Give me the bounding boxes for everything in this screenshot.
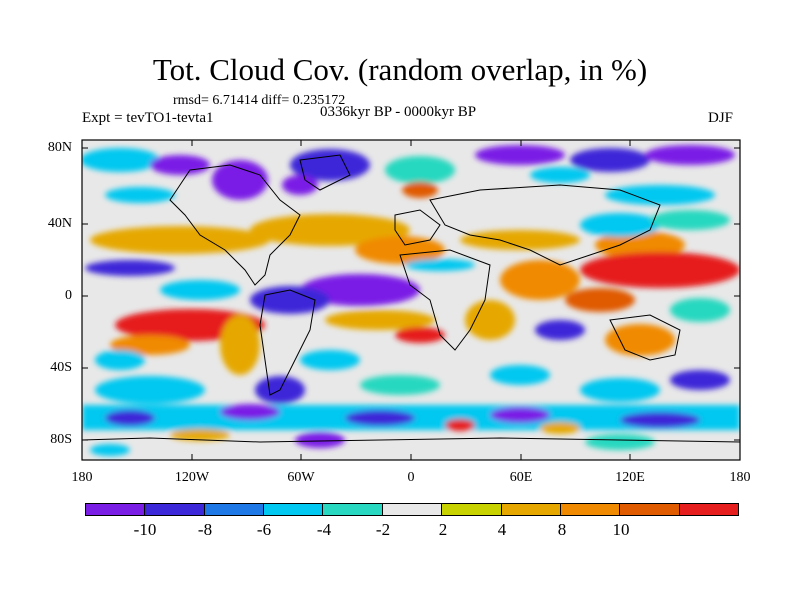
colorbar-swatch xyxy=(264,504,324,515)
map-title: Tot. Cloud Cov. (random overlap, in %) xyxy=(152,52,648,87)
coastlines xyxy=(82,154,740,443)
lon-label-120w: 120W xyxy=(174,470,210,485)
colorbar-swatch xyxy=(501,504,561,515)
period-label: 0336kyr BP - 0000kyr BP xyxy=(320,104,477,120)
lon-label-0: 0 xyxy=(407,470,415,485)
lon-label-180w: 180 xyxy=(71,470,93,485)
colorbar-label-4: 4 xyxy=(497,520,507,539)
colorbar-label-neg2: -2 xyxy=(375,520,391,539)
colorbar-swatch xyxy=(86,504,146,515)
colorbar-swatch xyxy=(679,504,738,515)
colorbar-swatch xyxy=(442,504,502,515)
colorbar-label-neg4: -4 xyxy=(316,520,332,539)
colorbar-swatch xyxy=(560,504,621,515)
lat-label-40s: 40S xyxy=(50,360,72,375)
colorbar-label-2: 2 xyxy=(438,520,448,539)
lat-label-0: 0 xyxy=(65,288,72,303)
stats-line: rmsd= 6.71414 diff= 0.235172 xyxy=(173,93,346,108)
colorbar-swatch xyxy=(323,504,383,515)
colorbar-swatch xyxy=(620,504,680,515)
colorbar-label-8: 8 xyxy=(557,520,567,539)
lon-label-60e: 60E xyxy=(509,470,533,485)
lon-label-60w: 60W xyxy=(287,470,315,485)
lat-label-40n: 40N xyxy=(47,216,72,231)
lat-label-80s: 80S xyxy=(50,432,72,447)
lat-label-80n: 80N xyxy=(47,140,72,155)
experiment-label: Expt = tevTO1-tevta1 xyxy=(82,110,214,126)
colorbar-swatch xyxy=(145,504,205,515)
colorbar xyxy=(85,503,739,516)
lon-label-120e: 120E xyxy=(615,470,645,485)
lon-label-180e: 180 xyxy=(729,470,751,485)
colorbar-label-neg10: -10 xyxy=(133,520,157,539)
map-field xyxy=(82,140,740,460)
colorbar-label-10: 10 xyxy=(612,520,630,539)
map-ticks xyxy=(82,140,740,460)
colorbar-label-neg6: -6 xyxy=(256,520,272,539)
season-label: DJF xyxy=(708,110,734,126)
colorbar-swatch xyxy=(204,504,265,515)
colorbar-label-neg8: -8 xyxy=(197,520,213,539)
colorbar-swatch xyxy=(382,504,443,515)
